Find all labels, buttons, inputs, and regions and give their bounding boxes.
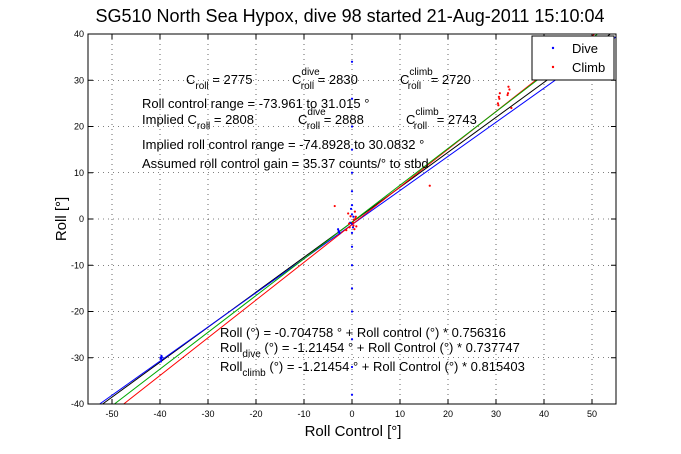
x-tick-label: -20 (249, 409, 262, 419)
annotation-eq-dive: Rolldive (°) = -1.21454 ° + Roll Control… (220, 340, 520, 360)
data-point-climb (354, 215, 357, 218)
data-point-dive (350, 125, 354, 128)
data-point-dive (350, 97, 354, 100)
data-point-climb (508, 88, 511, 91)
x-tick-label: -10 (297, 409, 310, 419)
axis-ticks: -50 -40 -30 -20 -10 0 10 20 30 40 50 -40 -30 -20 -10 0 1… (71, 29, 616, 419)
data-point-climb (506, 92, 510, 95)
data-point-climb (333, 204, 336, 208)
data-point-dive (351, 226, 355, 229)
x-tick-label: 30 (491, 409, 501, 419)
data-points (159, 60, 513, 396)
data-point-climb (506, 93, 509, 97)
legend-climb-label: Climb (572, 60, 605, 75)
data-point-dive (350, 60, 354, 63)
data-point-dive (336, 228, 340, 231)
data-point-climb (349, 215, 352, 218)
x-tick-label: 50 (587, 409, 597, 419)
annotation-c-roll-climb: Cclimb roll = 2720 (400, 67, 471, 92)
data-point-climb (348, 222, 351, 225)
data-point-climb (352, 224, 355, 227)
x-axis-label: Roll Control [°] (305, 423, 402, 440)
data-point-climb (497, 104, 500, 107)
x-tick-label: 40 (539, 409, 549, 419)
data-point-dive (350, 310, 354, 313)
data-point-dive (349, 207, 353, 210)
data-point-climb (353, 228, 356, 231)
data-point-climb (351, 221, 355, 224)
annotation-eq-overall: Roll (°) = -0.704758 ° + Roll control (°… (220, 325, 506, 340)
data-point-dive (350, 190, 354, 193)
data-point-dive (350, 287, 354, 290)
annotation-c-roll-dive: Cdive roll = 2830 (292, 67, 358, 92)
x-tick-label: -30 (201, 409, 214, 419)
y-tick-label: -30 (71, 353, 84, 363)
x-tick-label: 20 (443, 409, 453, 419)
data-point-dive (159, 360, 163, 363)
data-point-climb (497, 95, 500, 98)
data-point-dive (350, 171, 354, 174)
y-tick-label: 20 (74, 122, 84, 132)
y-tick-label: 30 (74, 75, 84, 85)
annotation-eq-climb: Rollclimb (°) = -1.21454 ° + Roll Contro… (220, 359, 525, 379)
data-point-dive (352, 215, 355, 218)
data-point-climb (353, 210, 356, 213)
legend-box (531, 35, 615, 81)
data-point-climb (345, 229, 348, 232)
x-tick-label: 0 (349, 409, 354, 419)
annotation-c-roll: Croll = 2775 (186, 72, 252, 92)
y-tick-label: -10 (71, 260, 84, 270)
annotation-gain: Assumed roll control gain = 35.37 counts… (142, 156, 429, 171)
data-point-climb (347, 212, 350, 215)
x-tick-label: -40 (153, 409, 166, 419)
data-point-dive (350, 338, 354, 341)
y-axis-label: Roll [°] (53, 197, 70, 241)
data-point-dive (160, 356, 164, 359)
annotation-roll-control-range: Roll control range = -73.961 to 31.015 ° (142, 96, 369, 111)
y-tick-label: 0 (79, 214, 84, 224)
annotations: Croll = 2775 Cdive roll = 2830 Cclimb roll… (142, 67, 525, 379)
data-point-dive (350, 204, 354, 207)
x-tick-label: -50 (105, 409, 118, 419)
data-point-climb (352, 218, 356, 222)
legend: Dive Climb (531, 35, 615, 81)
data-point-dive (350, 245, 354, 248)
y-tick-label: -20 (71, 307, 84, 317)
data-point-dive (350, 365, 354, 369)
legend-dive-marker (551, 46, 555, 50)
data-point-climb (507, 85, 510, 88)
annotation-implied-c-roll-dive: Cdive roll = 2888 (298, 107, 364, 132)
data-point-dive (337, 230, 341, 234)
data-point-dive (350, 393, 354, 396)
annotation-implied-c-roll-climb: Cclimb roll = 2743 (406, 107, 477, 132)
data-point-climb (498, 97, 501, 100)
data-point-climb (498, 92, 501, 95)
legend-climb-marker (551, 65, 555, 69)
data-point-climb (496, 102, 500, 105)
y-tick-label: -40 (71, 399, 84, 409)
x-tick-label: 10 (395, 409, 405, 419)
data-point-climb (510, 106, 513, 110)
data-point-dive (350, 213, 354, 216)
data-point-climb (348, 226, 351, 229)
data-point-dive (350, 264, 354, 267)
chart-title: SG510 North Sea Hypox, dive 98 started 2… (96, 6, 605, 26)
legend-dive-label: Dive (572, 41, 598, 56)
data-point-climb (355, 225, 358, 228)
data-point-climb (354, 217, 357, 220)
grid-lines (88, 33, 616, 405)
annotation-implied-range: Implied roll control range = -74.8928 to… (142, 137, 424, 152)
y-tick-label: 40 (74, 29, 84, 39)
data-point-dive (350, 148, 354, 151)
y-tick-label: 10 (74, 168, 84, 178)
annotation-implied-c-roll: Implied Croll = 2808 (142, 112, 254, 132)
data-point-dive (350, 231, 354, 234)
data-point-climb (428, 184, 431, 187)
